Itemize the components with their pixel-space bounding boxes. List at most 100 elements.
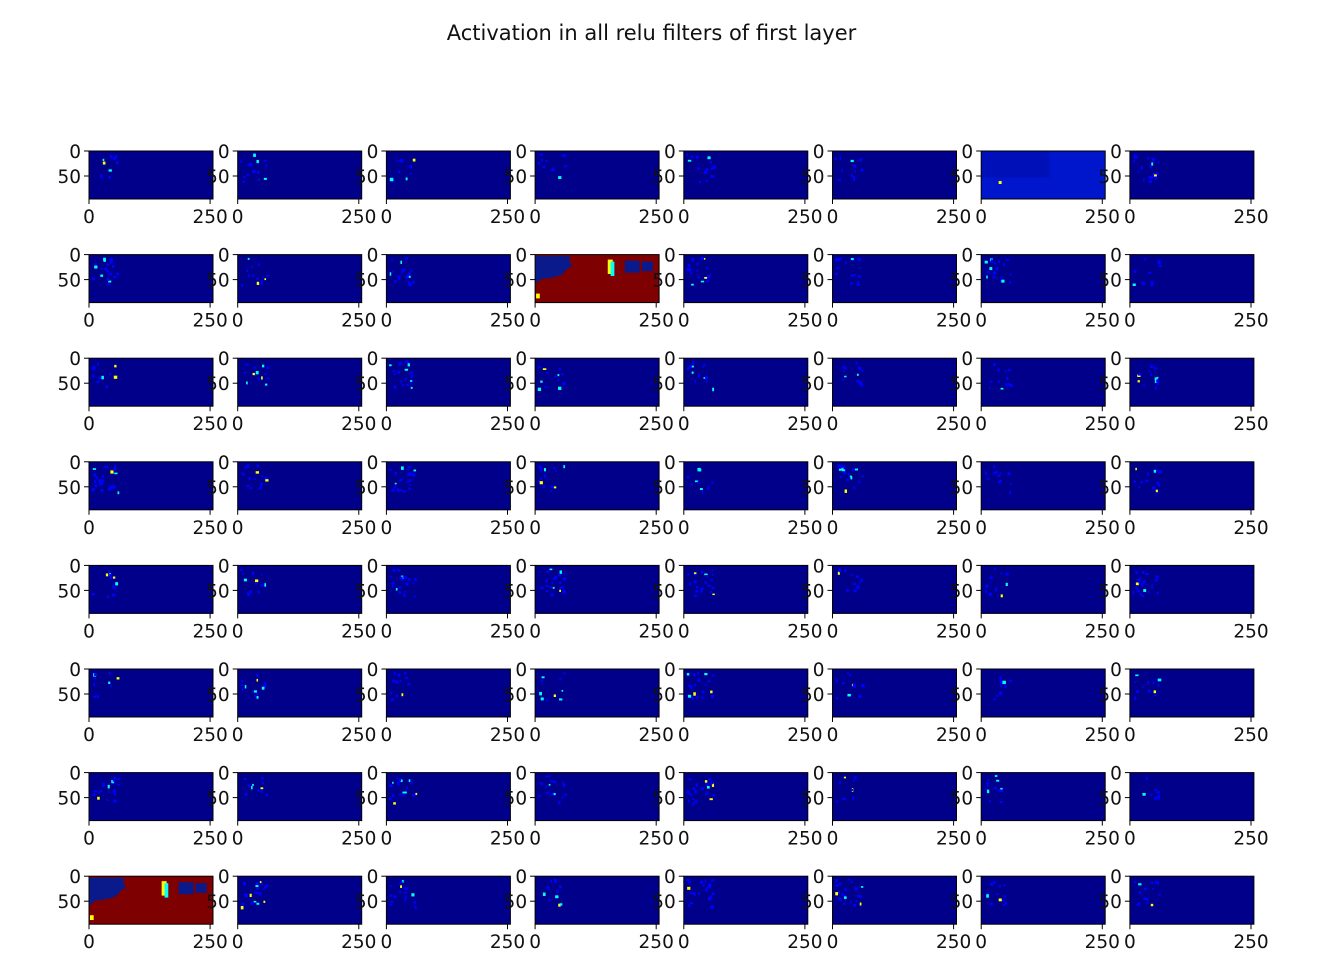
heatmap-speckle [704, 276, 708, 279]
heatmap-speckle [861, 684, 865, 688]
heatmap-speckle [263, 177, 267, 180]
x-tick-label: 250 [341, 932, 376, 953]
heatmap-region [164, 883, 169, 898]
heatmap-speckle [265, 479, 269, 482]
heatmap-speckle [1148, 180, 1153, 183]
heatmap-speckle [538, 161, 541, 165]
heatmap-speckle [1156, 591, 1159, 595]
heatmap-speckle [400, 466, 404, 470]
heatmap-speckle [401, 693, 404, 697]
heatmap-speckle [711, 694, 715, 699]
heatmap-speckle [697, 467, 701, 472]
heatmap-background [683, 772, 808, 821]
heatmap-speckle [708, 885, 712, 889]
y-tick-label: 50 [355, 789, 379, 810]
heatmap-speckle [257, 789, 260, 792]
x-tick-label: 0 [381, 311, 393, 332]
heatmap-speckle [689, 268, 692, 272]
heatmap-speckle [1157, 161, 1160, 164]
heatmap-speckle [1155, 489, 1158, 493]
heatmap-speckle [107, 595, 110, 599]
heatmap-speckle [405, 276, 409, 279]
y-tick-label: 0 [69, 246, 81, 267]
heatmap-speckle [687, 269, 691, 272]
heatmap-speckle [859, 902, 862, 906]
y-tick-label: 50 [355, 685, 379, 706]
heatmap-speckle [538, 464, 541, 467]
y-tick-label: 0 [664, 246, 676, 267]
heatmap-speckle [842, 365, 845, 369]
heatmap-speckle [858, 895, 862, 898]
heatmap-speckle [554, 575, 558, 580]
heatmap-speckle [547, 899, 552, 901]
x-tick-label: 250 [192, 932, 227, 953]
heatmap-speckle [712, 793, 715, 797]
heatmap-speckle [558, 574, 562, 577]
heatmap-speckle [691, 283, 694, 286]
heatmap-speckle [113, 467, 117, 472]
heatmap-speckle [548, 783, 551, 786]
heatmap-speckle [1155, 469, 1159, 472]
heatmap-speckle [697, 671, 699, 675]
heatmap-speckle [1003, 262, 1005, 266]
heatmap-speckle [264, 885, 267, 889]
heatmap-speckle [545, 579, 548, 583]
axes-frame [1129, 772, 1255, 822]
heatmap-speckle [999, 680, 1003, 684]
heatmap-speckle [843, 894, 847, 897]
heatmap-speckle [394, 471, 397, 475]
heatmap-speckle [692, 802, 695, 806]
heatmap-speckle [997, 260, 1000, 263]
axes-frame [88, 875, 214, 925]
x-tick-label: 250 [787, 207, 822, 228]
heatmap-speckle [844, 888, 847, 892]
heatmap-speckle [392, 679, 395, 682]
heatmap-speckle [102, 782, 105, 786]
y-tick-label: 0 [961, 660, 973, 681]
heatmap-speckle [710, 590, 713, 594]
heatmap-speckle [852, 796, 855, 800]
heatmap-speckle [998, 898, 1002, 902]
heatmap-speckle [1150, 793, 1153, 796]
heatmap-speckle [710, 167, 713, 171]
heatmap-background [832, 461, 957, 510]
heatmap-speckle [696, 262, 699, 266]
heatmap-speckle [993, 363, 996, 366]
x-tick-label: 0 [1124, 311, 1136, 332]
heatmap-speckle [113, 792, 117, 796]
heatmap-region [981, 151, 1050, 178]
heatmap-speckle [253, 366, 257, 369]
heatmap-speckle [993, 465, 996, 469]
heatmap-speckle [542, 892, 546, 897]
heatmap-speckle [839, 570, 842, 573]
heatmap-speckle [395, 680, 399, 684]
heatmap-speckle [400, 380, 403, 384]
heatmap-speckle [408, 779, 411, 782]
heatmap-speckle [689, 892, 694, 895]
heatmap-speckle [1137, 590, 1140, 593]
axes-frame [385, 668, 511, 718]
heatmap-speckle [988, 592, 992, 597]
heatmap-background [237, 151, 362, 199]
heatmap-speckle [1009, 273, 1012, 276]
heatmap-speckle [100, 274, 104, 277]
heatmap-speckle [839, 781, 841, 784]
heatmap-speckle [989, 581, 992, 584]
heatmap-speckle [403, 593, 406, 597]
x-tick-label: 0 [975, 518, 987, 539]
heatmap-speckle [1153, 796, 1157, 799]
heatmap-speckle [243, 882, 246, 886]
y-tick-label: 0 [515, 764, 527, 785]
heatmap-speckle [246, 464, 250, 468]
heatmap-speckle [562, 590, 566, 594]
heatmap-region [607, 259, 613, 274]
heatmap-speckle [108, 169, 112, 172]
x-tick-label: 0 [232, 829, 244, 850]
heatmap-speckle [694, 480, 699, 483]
heatmap-speckle [711, 175, 715, 178]
heatmap-speckle [1142, 580, 1146, 584]
y-tick-label: 0 [1110, 246, 1122, 267]
heatmap-speckle [1138, 373, 1142, 376]
